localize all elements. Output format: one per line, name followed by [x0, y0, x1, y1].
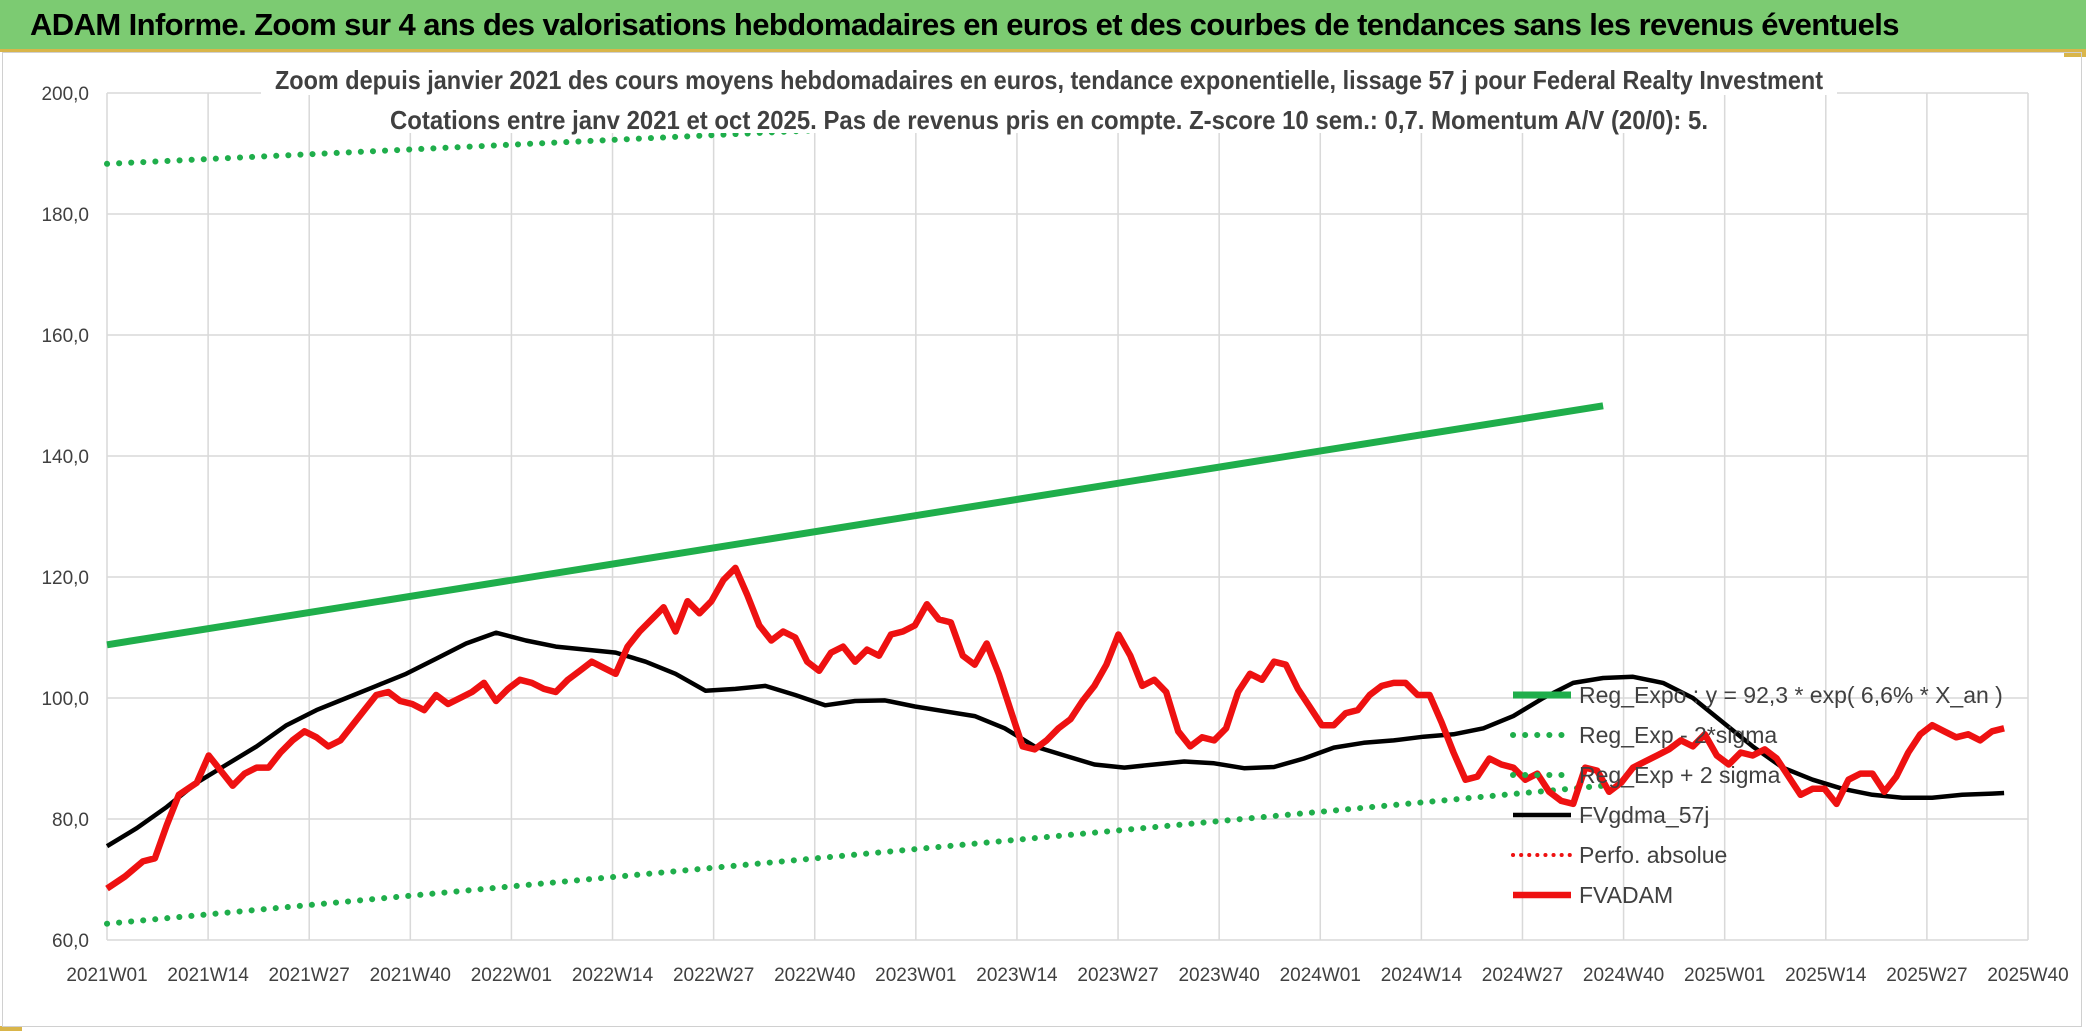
- chart-legend: Reg_Expo : y = 92,3 * exp( 6,6% * X_an )…: [1510, 682, 2003, 908]
- chart-frame: 60,0 80,0 100,0 120,0 140,0 160,0 180,0 200,0 2…: [2, 52, 2082, 1027]
- chart-title: Zoom depuis janvier 2021 des cours moyen…: [275, 65, 1823, 95]
- x-tick-label: 2022W40: [774, 965, 855, 986]
- x-tick-label: 2025W14: [1785, 965, 1867, 986]
- legend-entry: FVgdma_57j: [1579, 802, 1709, 828]
- x-tick-label: 2023W40: [1178, 965, 1259, 986]
- y-tick-label: 160,0: [41, 326, 89, 347]
- banner-title: ADAM Informe. Zoom sur 4 ans des valoris…: [30, 7, 1900, 42]
- y-tick-label: 180,0: [41, 205, 89, 226]
- x-tick-label: 2021W40: [370, 965, 451, 986]
- y-tick-label: 80,0: [52, 810, 89, 831]
- x-tick-label: 2024W01: [1280, 965, 1361, 986]
- y-tick-label: 140,0: [41, 447, 89, 468]
- x-tick-label: 2025W40: [1987, 965, 2068, 986]
- y-tick-label: 200,0: [41, 84, 89, 105]
- x-tick-label: 2024W27: [1482, 965, 1563, 986]
- chart-subtitle: Cotations entre janv 2021 et oct 2025. P…: [390, 105, 1708, 135]
- x-tick-label: 2024W14: [1381, 965, 1463, 986]
- series-reg-exp-2-sigma: [104, 782, 1607, 927]
- x-tick-label: 2022W27: [673, 965, 754, 986]
- series-reg-expo-y-92-3-exp-6-6-x-an: [106, 402, 1604, 649]
- x-tick-label: 2021W14: [167, 965, 249, 986]
- legend-entry: FVADAM: [1579, 882, 1673, 908]
- x-axis: 2021W01 2021W14 2021W27 2021W40 2022W01 2022W…: [66, 965, 2068, 986]
- corner-accent-right: [2064, 52, 2086, 57]
- x-tick-label: 2024W40: [1583, 965, 1664, 986]
- title-background: [261, 59, 1837, 95]
- legend-entry: Reg_Expo : y = 92,3 * exp( 6,6% * X_an ): [1579, 682, 2003, 708]
- title-banner: ADAM Informe. Zoom sur 4 ans des valoris…: [0, 0, 2086, 52]
- x-tick-label: 2021W01: [66, 965, 147, 986]
- subtitle-background: [373, 95, 1723, 133]
- series-fvgdma-57j: [105, 630, 2005, 849]
- y-axis: 60,0 80,0 100,0 120,0 140,0 160,0 180,0 200,0: [41, 84, 89, 952]
- line-chart: 60,0 80,0 100,0 120,0 140,0 160,0 180,0 200,0 2…: [41, 59, 2069, 986]
- series-fvadam: [105, 564, 2005, 892]
- y-tick-label: 100,0: [41, 689, 89, 710]
- y-tick-label: 60,0: [52, 931, 89, 952]
- legend-entry: Perfo. absolue: [1579, 842, 1727, 868]
- x-tick-label: 2023W01: [875, 965, 956, 986]
- x-tick-label: 2025W01: [1684, 965, 1765, 986]
- x-tick-label: 2023W14: [976, 965, 1058, 986]
- x-tick-label: 2025W27: [1886, 965, 1967, 986]
- x-tick-label: 2022W14: [572, 965, 654, 986]
- x-tick-label: 2022W01: [471, 965, 552, 986]
- x-tick-label: 2023W27: [1077, 965, 1158, 986]
- chart-grid: [106, 92, 2029, 941]
- x-tick-label: 2021W27: [269, 965, 350, 986]
- y-tick-label: 120,0: [41, 568, 89, 589]
- corner-accent-left: [0, 1026, 22, 1031]
- legend-entry: Reg_Exp - 2*sigma: [1579, 722, 1777, 748]
- chart-titles: Zoom depuis janvier 2021 des cours moyen…: [261, 59, 1837, 135]
- chart-series: [104, 90, 2005, 927]
- legend-entry: Reg_Exp + 2 sigma: [1579, 762, 1781, 788]
